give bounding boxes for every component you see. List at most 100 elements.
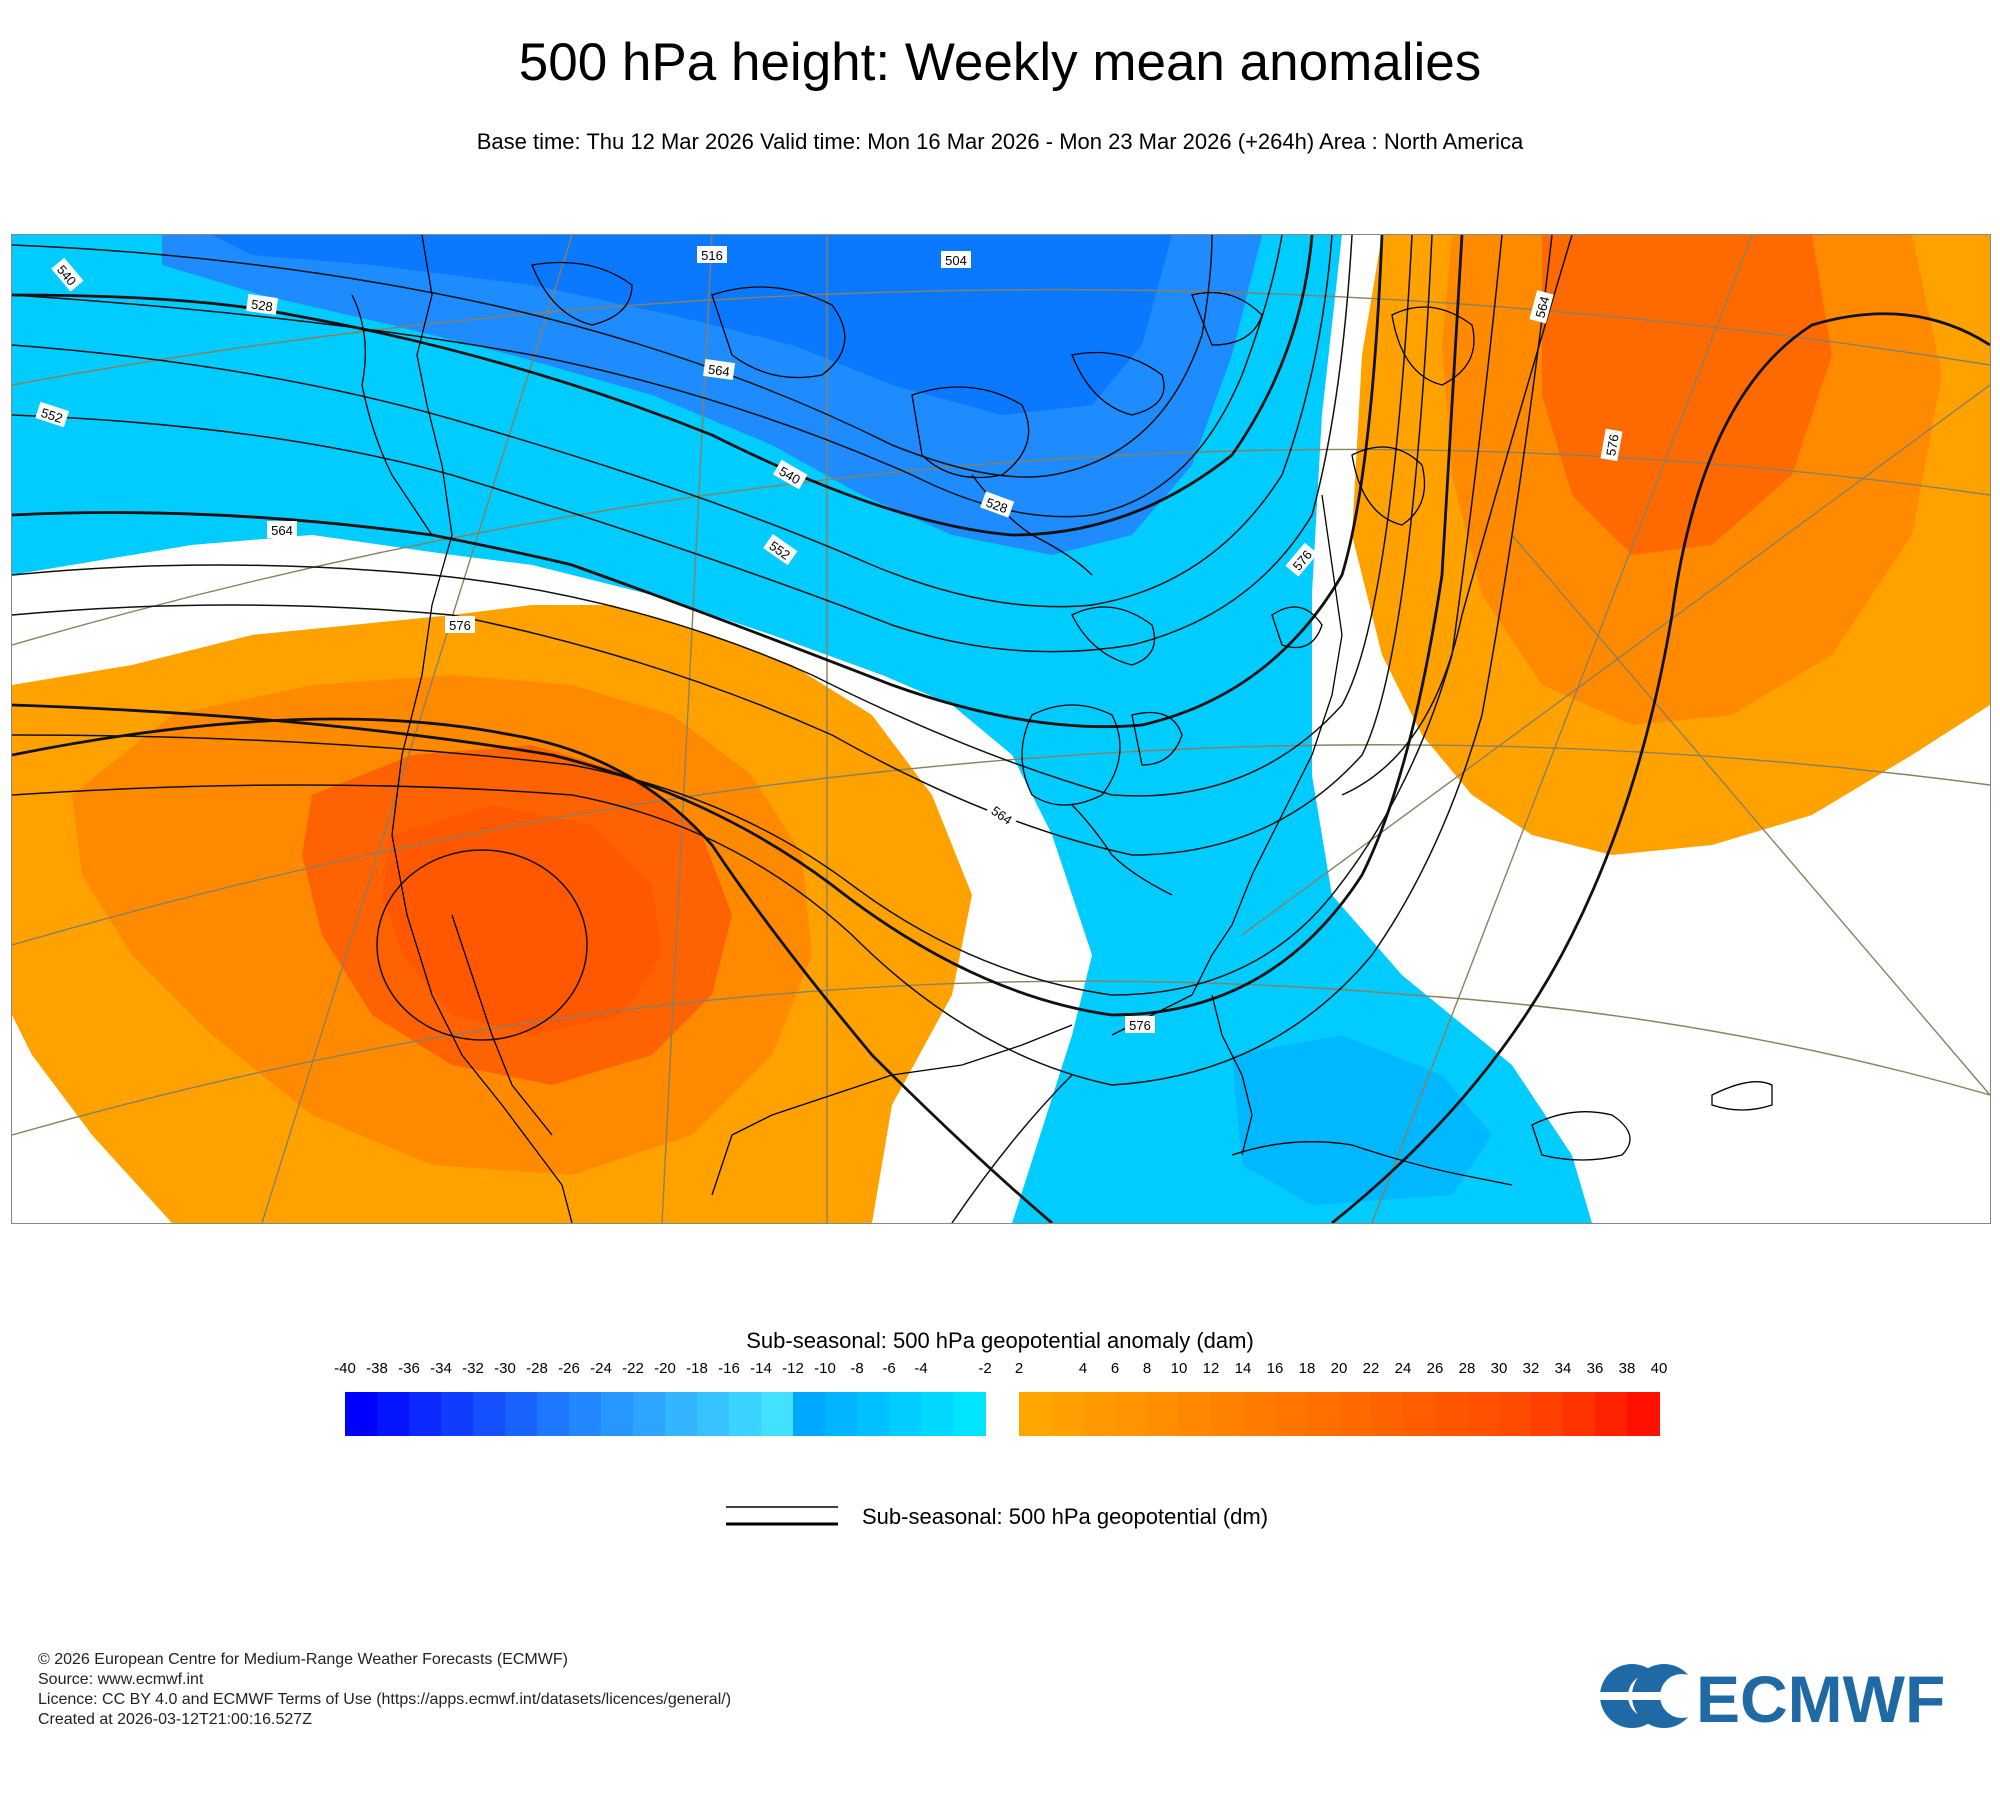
colorbar-tick-label: 4 (1078, 1360, 1088, 1377)
white-band-west (12, 535, 1092, 1223)
colorbar-tick-label: 16 (1266, 1360, 1284, 1377)
map-svg: 504 528 540 552 564 576 528 540 552 564 … (12, 235, 1990, 1223)
height-contours (12, 235, 1990, 1223)
created-line: Created at 2026-03-12T21:00:16.527Z (38, 1711, 312, 1728)
colorbar-tick-label: 10 (1170, 1360, 1188, 1377)
legend-line-samples (726, 1506, 838, 1526)
colorbar-tick-label: -26 (558, 1360, 580, 1377)
colorbar-swatch (1051, 1392, 1084, 1436)
colorbar-swatch (665, 1392, 698, 1436)
colorbar-swatch (473, 1392, 506, 1436)
colorbar: -40 -38 -36 -34 -32 -30 -28 -26 -24 -22 -20 -18 -16-… (300, 1360, 1700, 1440)
negative-anomaly-caribbean (1232, 1035, 1492, 1205)
colorbar-swatch (1371, 1392, 1404, 1436)
colorbar-swatch (953, 1392, 986, 1436)
colorbar-swatch (697, 1392, 730, 1436)
colorbar-swatch (537, 1392, 570, 1436)
colorbar-tick-label: -40 (334, 1360, 356, 1377)
positive-anomaly-east-core (1542, 235, 1832, 555)
contour-label: 576 (1129, 1018, 1151, 1033)
colorbar-swatch (825, 1392, 858, 1436)
colorbar-tick-label: -30 (494, 1360, 516, 1377)
coastlines (351, 235, 1773, 1223)
colorbar-tick-label: 22 (1362, 1360, 1380, 1377)
colorbar-tick-label: -14 (750, 1360, 772, 1377)
legend-label: Sub-seasonal: 500 hPa geopotential (dm) (862, 1504, 1269, 1529)
contour-label: 576 (1603, 433, 1622, 457)
colorbar-tick-label: -34 (430, 1360, 452, 1377)
contour-label: 504 (945, 253, 967, 268)
chart-title: 500 hPa height: Weekly mean anomalies (518, 33, 1482, 92)
contour-label: 564 (707, 362, 731, 380)
colorbar-swatch (505, 1392, 538, 1436)
footer: © 2026 European Centre for Medium-Range … (38, 1650, 731, 1730)
copyright-line: © 2026 European Centre for Medium-Range … (38, 1651, 568, 1668)
colorbar-swatch (1627, 1392, 1660, 1436)
colorbar-tick-label: -4 (914, 1360, 928, 1377)
positive-anomaly-west-inner (382, 805, 662, 1035)
colorbar-tick-label: -36 (398, 1360, 420, 1377)
colorbar-tick-label: -8 (850, 1360, 864, 1377)
colorbar-tick-label: 34 (1554, 1360, 1572, 1377)
colorbar-tick-label: 28 (1458, 1360, 1476, 1377)
colorbar-swatch (1595, 1392, 1628, 1436)
colorbar-swatch (921, 1392, 954, 1436)
colorbar-tick-label: -38 (366, 1360, 388, 1377)
colorbar-swatch (1019, 1392, 1052, 1436)
colorbar-tick-label: -18 (686, 1360, 708, 1377)
colorbar-tick-label: 6 (1110, 1360, 1120, 1377)
colorbar-title: Sub-seasonal: 500 hPa geopotential anoma… (746, 1328, 1254, 1353)
ecmwf-logo-mark (1592, 1664, 1704, 1728)
colorbar-swatch (569, 1392, 602, 1436)
colorbar-tick-label: -20 (654, 1360, 676, 1377)
colorbar-swatch (377, 1392, 410, 1436)
colorbar-tick-label: 18 (1298, 1360, 1316, 1377)
colorbar-swatch (1499, 1392, 1532, 1436)
colorbar-tick-label: 12 (1202, 1360, 1220, 1377)
colorbar-tick-label: 32 (1522, 1360, 1540, 1377)
contour-legend: Sub-seasonal: 500 hPa geopotential (dm) (720, 1496, 1420, 1536)
colorbar-tick-label: -6 (882, 1360, 896, 1377)
colorbar-swatch (1339, 1392, 1372, 1436)
colorbar-tick-label: 14 (1234, 1360, 1252, 1377)
colorbar-swatch (729, 1392, 762, 1436)
colorbar-tick-label: -28 (526, 1360, 548, 1377)
contour-label: 516 (701, 248, 723, 263)
colorbar-swatch (1179, 1392, 1212, 1436)
contour-label: 576 (449, 618, 471, 633)
ecmwf-logo-svg: ECMWF (1592, 1662, 1945, 1736)
colorbar-tick-label: -10 (814, 1360, 836, 1377)
colorbar-swatch (1147, 1392, 1180, 1436)
licence-line: Licence: CC BY 4.0 and ECMWF Terms of Us… (38, 1691, 732, 1708)
contour-label: 564 (1532, 295, 1552, 320)
white-band-east (1312, 235, 1990, 1223)
anomaly-map: 504 528 540 552 564 576 528 540 552 564 … (11, 234, 1991, 1224)
colorbar-swatch (1083, 1392, 1116, 1436)
negative-anomaly-inner (212, 235, 1172, 415)
colorbar-tick-label: 8 (1142, 1360, 1152, 1377)
colorbar-tick-label: 2 (1014, 1360, 1024, 1377)
colorbar-swatch (1243, 1392, 1276, 1436)
colorbar-tick-label: -22 (622, 1360, 644, 1377)
ecmwf-logo: ECMWF (1592, 1656, 1962, 1741)
colorbar-swatch (1531, 1392, 1564, 1436)
colorbar-swatch (1467, 1392, 1500, 1436)
colorbar-tick-label: -12 (782, 1360, 804, 1377)
contour-label: 528 (250, 297, 274, 315)
contour-label: 552 (39, 405, 64, 426)
colorbar-swatch (1275, 1392, 1308, 1436)
colorbar-swatch (601, 1392, 634, 1436)
colorbar-tick-label: -2 (978, 1360, 992, 1377)
colorbar-tick-label: -32 (462, 1360, 484, 1377)
colorbar-swatch (1307, 1392, 1340, 1436)
colorbar-swatch (761, 1392, 794, 1436)
negative-anomaly-region-north (12, 235, 1592, 1223)
colorbar-swatch (409, 1392, 442, 1436)
colorbar-tick-label: 40 (1650, 1360, 1668, 1377)
colorbar-tick-label: 24 (1394, 1360, 1412, 1377)
colorbar-tick-label: 36 (1586, 1360, 1604, 1377)
colorbar-swatch (633, 1392, 666, 1436)
colorbar-swatch (441, 1392, 474, 1436)
colorbar-tick-label: -16 (718, 1360, 740, 1377)
contour-label: 564 (271, 523, 293, 538)
